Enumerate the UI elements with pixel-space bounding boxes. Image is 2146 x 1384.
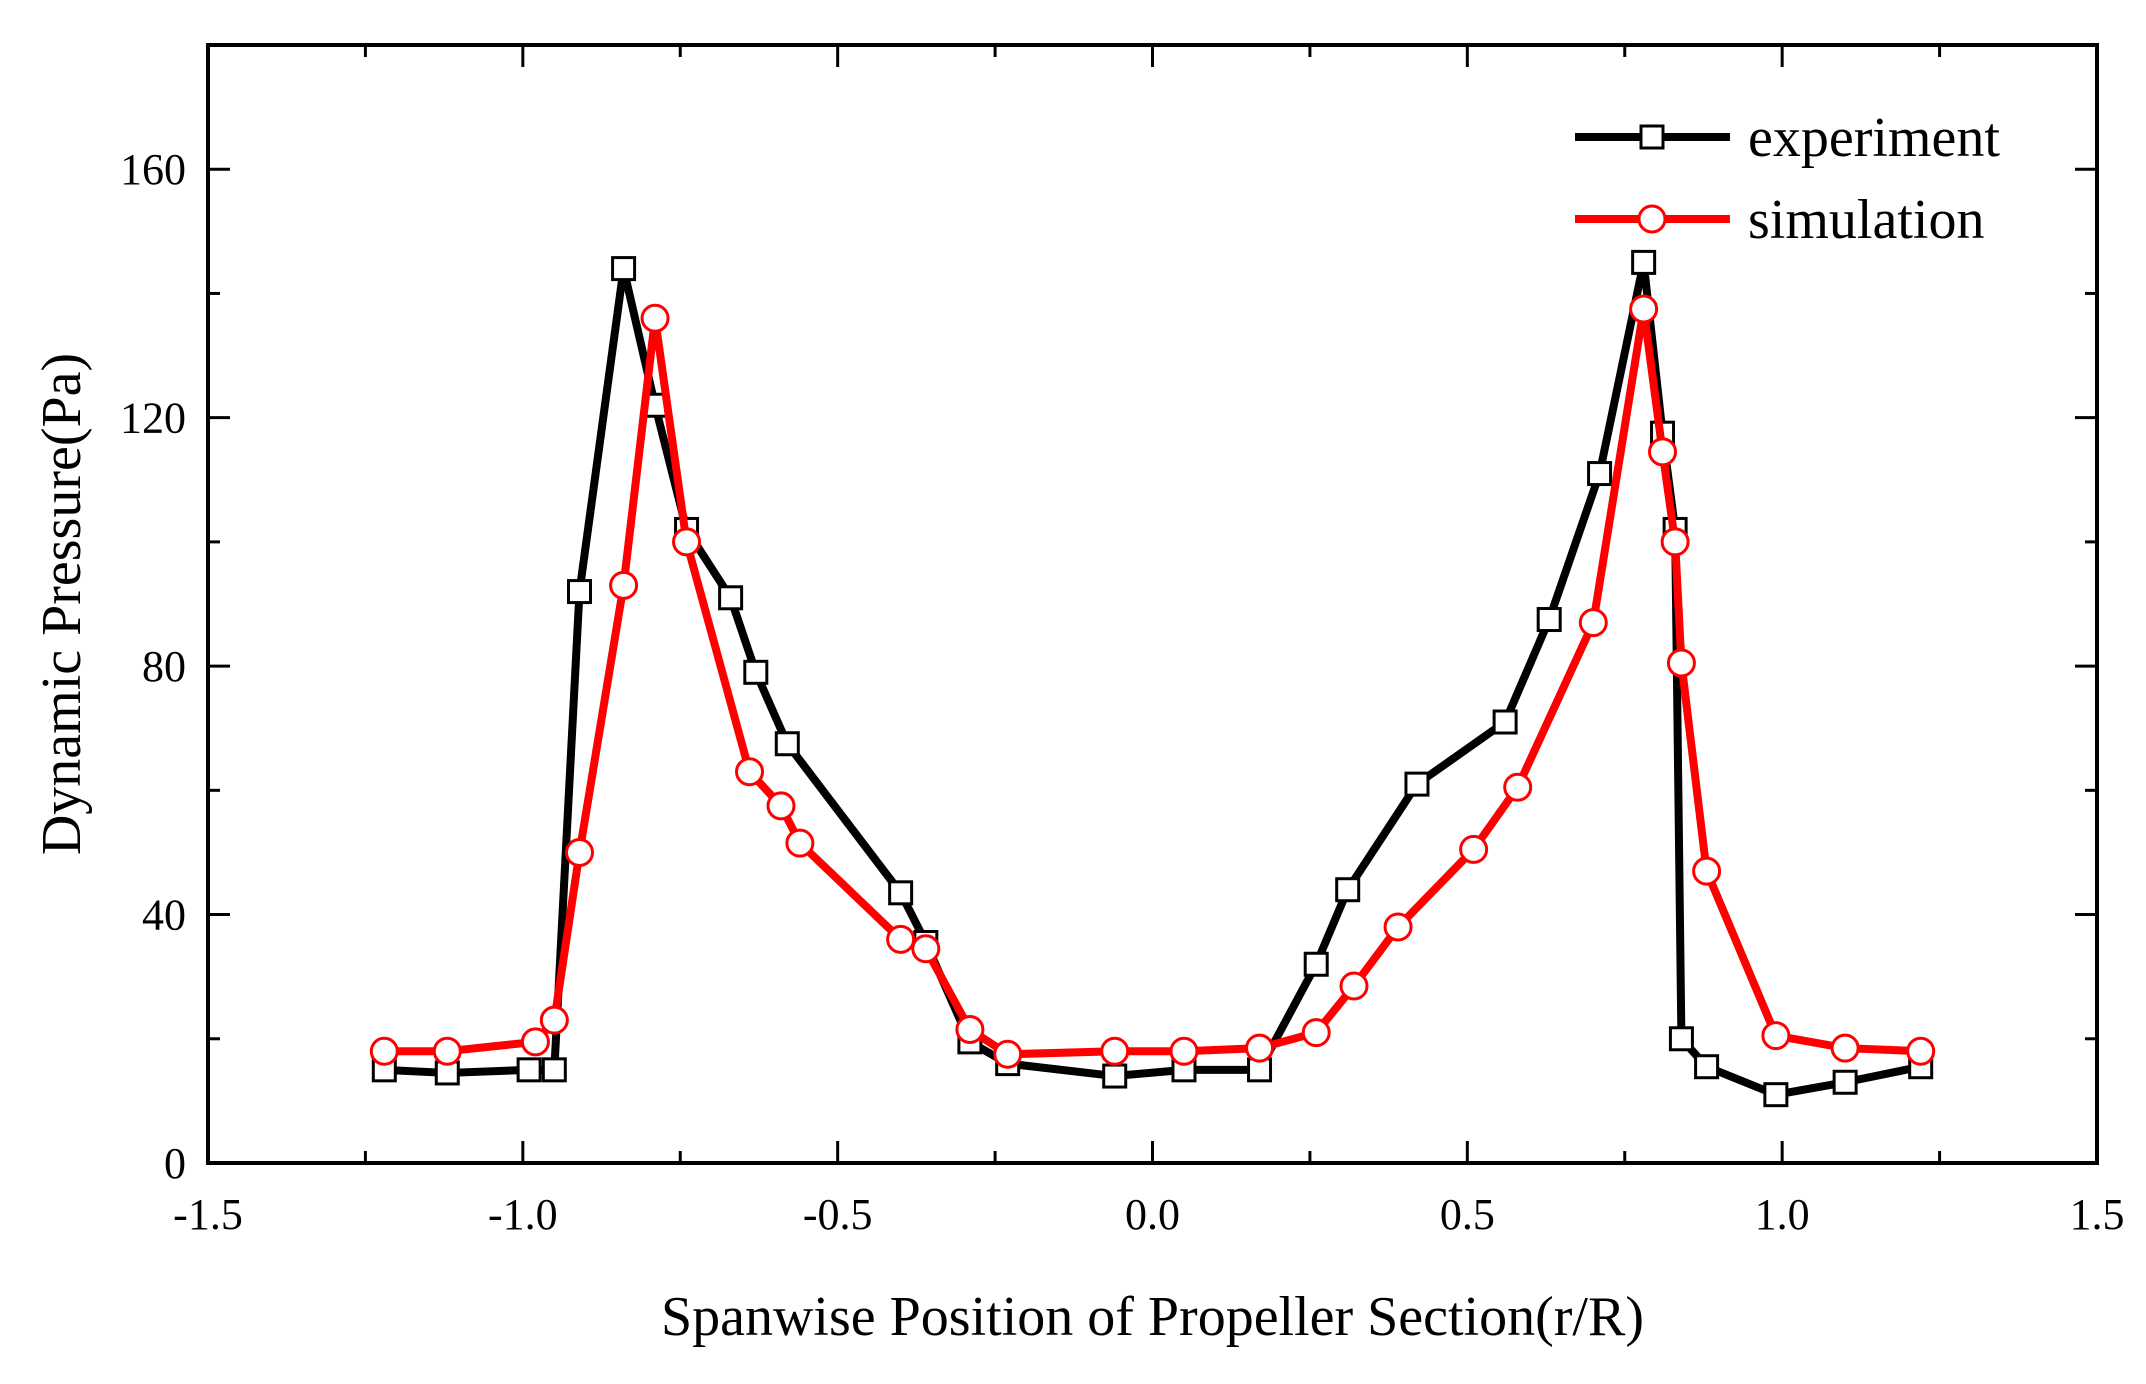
experiment-point — [1832, 1069, 1858, 1095]
simulation-point — [1906, 1036, 1936, 1066]
simulation-point — [539, 1005, 569, 1035]
experiment-point — [541, 1057, 567, 1083]
experiment-point — [1303, 951, 1329, 977]
experiment-point — [743, 659, 769, 685]
simulation-point — [1503, 772, 1533, 802]
simulation-point — [911, 934, 941, 964]
simulation-point — [432, 1036, 462, 1066]
simulation-point — [766, 791, 796, 821]
x-axis-title: Spanwise Position of Propeller Section(r… — [661, 1286, 1644, 1348]
simulation-point — [1459, 834, 1489, 864]
legend-item-experiment: experiment — [1575, 107, 2000, 169]
experiment-point — [718, 585, 744, 611]
experiment-point — [1536, 607, 1562, 633]
simulation-point — [520, 1027, 550, 1057]
experiment-point — [1631, 249, 1657, 275]
legend-item-simulation: simulation — [1575, 189, 1984, 251]
simulation-point — [1761, 1021, 1791, 1051]
simulation-point — [735, 757, 765, 787]
simulation-point — [1648, 437, 1678, 467]
simulation-point — [1666, 648, 1696, 678]
simulation-point — [609, 570, 639, 600]
experiment-point — [611, 256, 637, 282]
y-tick-label: 160 — [120, 145, 186, 194]
simulation-point — [1301, 1018, 1331, 1048]
legend-marker-simulation — [1637, 204, 1667, 234]
simulation-point — [1692, 856, 1722, 886]
legend: experiment simulation — [1575, 107, 2000, 251]
experiment-point — [774, 731, 800, 757]
simulation-point — [1578, 608, 1608, 638]
y-tick-label: 40 — [142, 891, 186, 940]
simulation-point — [672, 527, 702, 557]
plot-area — [369, 249, 1936, 1108]
experiment-point — [1763, 1082, 1789, 1108]
axes: -1.5 -1.0 -0.5 0.0 0.5 1.0 1.5 0 40 80 120 160 — [120, 43, 2125, 1239]
x-tick-label: 1.5 — [2070, 1190, 2125, 1239]
experiment-point — [888, 880, 914, 906]
simulation-point — [640, 303, 670, 333]
simulation-point — [1629, 294, 1659, 324]
x-tick-label: 0.0 — [1125, 1190, 1180, 1239]
y-tick-label: 0 — [164, 1139, 186, 1188]
x-tick-label: -1.0 — [488, 1190, 558, 1239]
simulation-point — [955, 1014, 985, 1044]
legend-marker-experiment — [1639, 124, 1665, 150]
simulation-point — [1830, 1033, 1860, 1063]
experiment-point — [567, 579, 593, 605]
experiment-point — [1694, 1054, 1720, 1080]
experiment-point — [1102, 1063, 1128, 1089]
experiment-line — [384, 258, 1922, 1099]
simulation-point — [1245, 1033, 1275, 1063]
experiment-point — [516, 1057, 542, 1083]
experiment-point — [1668, 1026, 1694, 1052]
simulation-point — [1169, 1036, 1199, 1066]
simulation-point — [1660, 527, 1690, 557]
simulation-point — [369, 1036, 399, 1066]
simulation-point — [1383, 912, 1413, 942]
simulation-point — [993, 1039, 1023, 1069]
x-tick-label: -1.5 — [173, 1190, 243, 1239]
experiment-point — [1587, 461, 1613, 487]
y-axis-title: Dynamic Pressure(Pa) — [31, 353, 93, 855]
simulation-point — [785, 828, 815, 858]
series-simulation — [369, 294, 1936, 1069]
simulation-point — [565, 837, 595, 867]
y-tick-label: 120 — [120, 394, 186, 443]
x-tick-label: -0.5 — [803, 1190, 873, 1239]
x-tick-label: 1.0 — [1755, 1190, 1810, 1239]
x-tick-label: 0.5 — [1440, 1190, 1495, 1239]
simulation-line — [384, 304, 1921, 1059]
experiment-point — [1404, 771, 1430, 797]
legend-label-experiment: experiment — [1748, 107, 2000, 169]
y-tick-label: 80 — [142, 642, 186, 691]
experiment-point — [1335, 877, 1361, 903]
simulation-point — [1100, 1036, 1130, 1066]
legend-label-simulation: simulation — [1748, 189, 1984, 251]
simulation-point — [1339, 971, 1369, 1001]
experiment-point — [1492, 709, 1518, 735]
simulation-point — [886, 924, 916, 954]
